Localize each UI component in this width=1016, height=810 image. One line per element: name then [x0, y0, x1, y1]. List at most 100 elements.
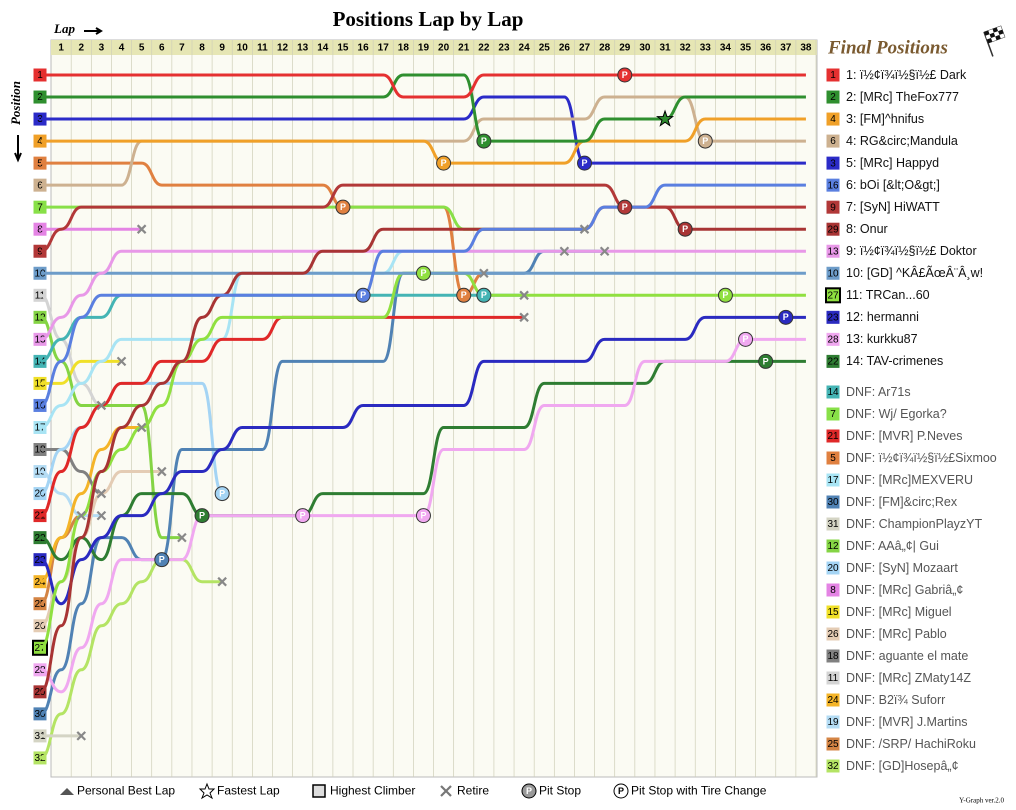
position-box [32, 353, 48, 369]
pit-stop [717, 287, 733, 303]
legend-number: 1 [830, 70, 836, 81]
y-tick-label: 7 [37, 202, 43, 213]
legend-text: Personal Best Lap [77, 784, 175, 798]
legend-number: 23 [827, 312, 839, 323]
legend-number: 28 [827, 335, 839, 346]
y-tick-label: 23 [34, 555, 46, 566]
legend-label: 4: RG&circ;Mandula [846, 134, 958, 148]
legend-label: DNF: ï½¢ï¾ï½§ï½£Sixmoo [846, 451, 997, 465]
retire-mark [76, 731, 87, 741]
y-tick-label: 17 [34, 423, 46, 434]
y-tick-label: 31 [34, 731, 46, 742]
y-tick-label: 12 [34, 312, 46, 323]
legend-box [825, 309, 841, 325]
pit-letter: P [763, 356, 769, 366]
y-tick-label: 9 [37, 246, 43, 257]
legend-box [825, 472, 841, 488]
y-tick-label: 18 [34, 445, 46, 456]
pit-stop [697, 133, 713, 149]
pit-stop [476, 287, 492, 303]
legend-box [825, 265, 841, 281]
legend-number: 11 [828, 673, 839, 684]
legend-icon [521, 783, 537, 799]
legend-label: 1: ï½¢ï¾ï½§ï½£ Dark [846, 68, 967, 82]
legend-number: 19 [827, 717, 839, 728]
retire-mark [116, 356, 127, 367]
legend-number: 20 [827, 563, 839, 574]
legend-number: 32 [827, 761, 839, 772]
legend-box [825, 450, 841, 466]
legend-label: DNF: Wj/ Egorka? [846, 407, 947, 421]
x-tick-label: 28 [599, 43, 611, 54]
x-tick-label: 4 [119, 43, 125, 54]
pit-stop [456, 287, 472, 303]
y-arrow [14, 135, 22, 163]
legend-number: 14 [827, 387, 839, 398]
position-line [40, 315, 806, 606]
x-tick-label: 38 [800, 43, 812, 54]
legend-number: 31 [827, 519, 839, 530]
retire-mark [519, 290, 529, 301]
y-tick-label: 8 [37, 224, 43, 235]
legend-label: DNF: [MVR] J.Martins [846, 715, 968, 729]
y-tick-label: 3 [37, 114, 43, 125]
legend-label: 9: ï½¢ï¾ï½§ï½£ Doktor [846, 244, 977, 258]
x-tick-label: 29 [619, 43, 631, 54]
retire-mark [519, 312, 529, 323]
legend-number: 24 [827, 695, 839, 706]
y-tick-label: 2 [37, 92, 43, 103]
pit-letter: P [722, 290, 728, 300]
retire-mark [136, 224, 147, 234]
x-tick-label: 25 [539, 43, 551, 54]
position-box [32, 243, 48, 259]
pit-stop [415, 508, 431, 524]
x-tick-label: 20 [438, 43, 450, 54]
legend-number: 17 [827, 475, 839, 486]
legend-box [825, 177, 841, 193]
position-line [41, 95, 806, 165]
position-line [40, 448, 102, 496]
legend-icon-letter: P [526, 786, 532, 796]
legend-label: DNF: /SRP/ HachiRoku [846, 737, 976, 751]
y-axis-label: Position [8, 81, 23, 125]
x-tick-label: 2 [78, 43, 84, 54]
y-tick-label: 21 [34, 511, 46, 522]
retire-mark [76, 510, 87, 521]
y-tick-label: 13 [34, 335, 46, 346]
legend-number: 10 [827, 268, 839, 279]
legend-label: DNF: ChampionPlayzYT [846, 517, 983, 531]
x-tick-label: 5 [139, 43, 145, 54]
x-tick-label: 15 [337, 43, 349, 54]
legend-box [825, 692, 841, 708]
legend-number: 3 [830, 158, 836, 169]
y-tick-label: 29 [34, 687, 46, 698]
fastest-lap [655, 109, 675, 127]
retire-mark [217, 576, 227, 587]
x-tick-label: 11 [257, 43, 268, 54]
legend-box [825, 582, 841, 598]
legend-number: 2 [830, 92, 836, 103]
pit-letter: P [461, 290, 467, 300]
legend-box [825, 494, 841, 510]
y-tick-label: 28 [34, 665, 46, 676]
y-tick-label: 24 [34, 577, 46, 588]
pit-stop [355, 287, 371, 303]
legend-number: 27 [827, 290, 839, 301]
pit-stop [415, 265, 431, 281]
legend-icon [60, 788, 74, 795]
legend-box [825, 516, 841, 532]
legend-box [825, 67, 841, 83]
legend-box [825, 199, 841, 215]
position-box [32, 530, 48, 546]
position-line [40, 293, 102, 407]
y-tick-label: 1 [37, 70, 43, 81]
position-line [41, 117, 806, 165]
position-line [40, 558, 223, 760]
checkered-flag [983, 25, 1006, 57]
x-tick-label: 7 [179, 43, 185, 54]
legend-number: 26 [827, 629, 839, 640]
legend-label: 3: [FM]^hnifus [846, 112, 924, 126]
retire-mark [599, 246, 610, 257]
position-box [32, 419, 48, 435]
